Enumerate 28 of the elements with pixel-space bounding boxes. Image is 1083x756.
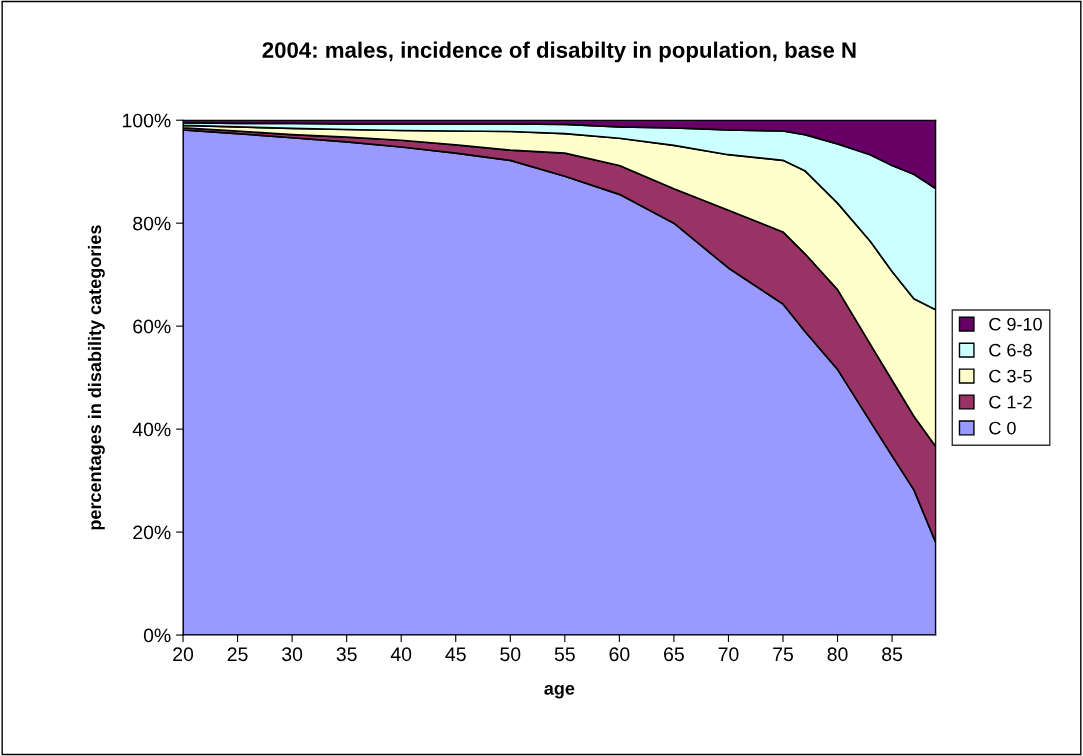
x-tick-label: 35 — [336, 647, 357, 662]
x-tick-label: 80 — [827, 647, 848, 662]
legend-label: C 9-10 — [989, 317, 1042, 331]
x-tick-label: 85 — [882, 647, 903, 662]
x-tick-label: 60 — [609, 647, 630, 662]
x-tick-label: 55 — [554, 647, 575, 662]
legend-label: C 6-8 — [989, 343, 1032, 357]
y-tick-label: 20% — [133, 525, 171, 540]
y-tick-label: 60% — [133, 319, 171, 334]
legend-label: C 1-2 — [989, 395, 1032, 409]
x-tick-label: 25 — [227, 647, 248, 662]
y-tick-label: 80% — [133, 216, 171, 231]
y-tick-label: 100% — [122, 113, 171, 128]
y-tick-label: 0% — [143, 628, 171, 643]
chart-title: 2004: males, incidence of disabilty in population, base N — [262, 41, 856, 63]
y-axis-title: percentages in disability categories — [87, 225, 105, 530]
legend-label: C 3-5 — [989, 369, 1032, 383]
x-tick-label: 40 — [390, 647, 412, 662]
x-tick-label: 30 — [282, 647, 303, 662]
x-tick-label: 45 — [445, 647, 466, 662]
y-tick-label: 40% — [132, 422, 171, 437]
x-tick-label: 70 — [718, 647, 739, 662]
legend-label: C 0 — [989, 421, 1016, 435]
x-axis-title: age — [544, 684, 575, 699]
x-tick-label: 20 — [173, 647, 194, 662]
x-tick-label: 50 — [500, 647, 521, 662]
x-tick-label: 65 — [664, 647, 684, 662]
x-tick-label: 75 — [773, 647, 793, 662]
